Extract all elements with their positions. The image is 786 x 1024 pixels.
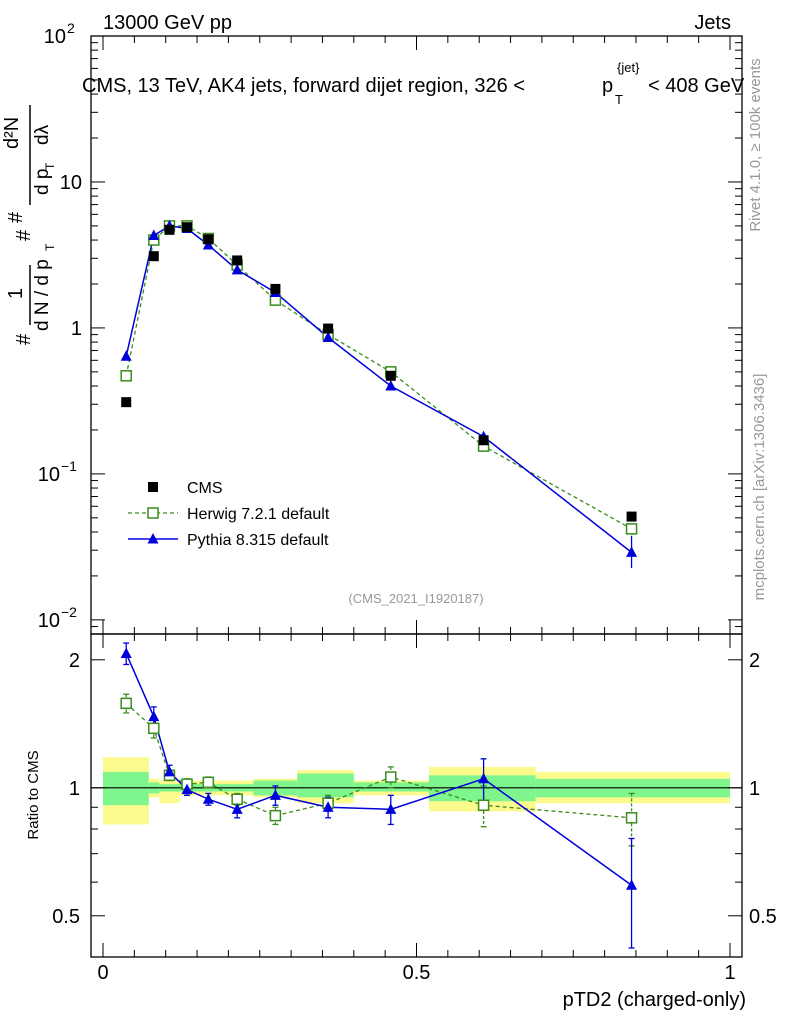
ylabel-lambda: dλ xyxy=(32,124,53,145)
pythia-line xyxy=(125,225,633,553)
pythia-ratio-point xyxy=(269,789,281,800)
main-ytick-label: 10 xyxy=(60,172,82,194)
herwig-ratio-point xyxy=(625,812,638,824)
herwig-ratio-point xyxy=(477,799,490,811)
herwig-ratio-point xyxy=(385,771,397,783)
herwig-point xyxy=(625,523,638,535)
ylabel-den2-T: T xyxy=(43,162,57,170)
herwig-ratio-point xyxy=(202,776,215,789)
pythia-ratio-point xyxy=(478,772,490,784)
pythia-ratio-point xyxy=(202,793,214,804)
ylabel-one: 1 xyxy=(5,288,27,299)
ratio-y-label: Ratio to CMS xyxy=(25,750,42,839)
legend-marker-pythia xyxy=(147,533,159,544)
ratio-ytick-label-left: 1 xyxy=(69,778,80,800)
title-suffix: < 408 GeV xyxy=(648,75,745,97)
analysis-tag: (CMS_2021_I1920187) xyxy=(348,591,483,606)
main-ytick-label: 1 xyxy=(71,318,82,340)
cms-point xyxy=(232,255,243,266)
x-axis-label: pTD2 (charged-only) xyxy=(563,989,746,1011)
plot-title: CMS, 13 TeV, AK4 jets, forward dijet reg… xyxy=(82,60,745,107)
cms-point xyxy=(164,224,175,235)
pythia-ratio-point xyxy=(626,879,638,890)
pythia-ratio-point xyxy=(181,783,193,795)
cms-point xyxy=(478,435,489,446)
pythia-point xyxy=(148,229,160,240)
main-y-label: # 1 d N / d p T # d²N # d p T dλ xyxy=(1,105,57,345)
legend-label: CMS xyxy=(187,480,223,497)
legend-label: Pythia 8.315 default xyxy=(187,532,329,549)
pythia-point xyxy=(322,331,334,342)
cms-point xyxy=(323,323,334,334)
herwig-ratio-point xyxy=(120,697,132,710)
pythia-point xyxy=(385,380,397,391)
ratio-ytick-label-right: 1 xyxy=(749,778,760,800)
ratio-series xyxy=(120,642,638,949)
legend-marker-herwig xyxy=(147,507,159,519)
ratio-ytick-label-left: 0.5 xyxy=(52,906,80,928)
pythia-ratio-point xyxy=(163,765,175,777)
main-ytick-label: 10 xyxy=(38,610,60,632)
cms-point xyxy=(203,234,214,245)
mcplots-label: mcplots.cern.ch [arXiv:1306.3436] xyxy=(751,374,768,601)
title-prefix: CMS, 13 TeV, AK4 jets, forward dijet reg… xyxy=(82,75,525,97)
herwig-ratio-point xyxy=(269,809,282,822)
cms-point xyxy=(121,397,132,408)
cms-point xyxy=(385,370,396,381)
ylabel-denom: d N / d p xyxy=(32,259,53,331)
xtick-label: 0 xyxy=(97,962,108,984)
main-ytick-exponent: 2 xyxy=(67,20,75,36)
pythia-ratio-line xyxy=(125,653,632,886)
ylabel-hash2: # xyxy=(13,229,35,241)
ratio-band-inner xyxy=(297,773,354,798)
ratio-band-inner xyxy=(103,771,149,806)
ratio-panel-frame xyxy=(90,633,743,958)
ratio-axis-ticks: 2 2 1 1 0.5 0.5 0 0.5 1 xyxy=(52,634,777,984)
title-sub: T xyxy=(615,92,623,107)
legend-marker-cms xyxy=(148,482,158,492)
cms-point xyxy=(270,283,281,294)
ylabel-hash: # xyxy=(13,333,35,345)
herwig-point xyxy=(120,370,132,382)
main-ytick-exponent: −2 xyxy=(61,604,77,620)
ylabel-hash3: # xyxy=(5,211,27,223)
herwig-ratio-point xyxy=(231,793,243,805)
pythia-point xyxy=(626,546,638,557)
ylabel-den2: d p xyxy=(32,169,53,195)
xtick-label: 0.5 xyxy=(403,962,431,984)
cms-point xyxy=(148,251,159,262)
main-ytick-label: 10 xyxy=(44,26,66,48)
pythia-ratio-point xyxy=(385,803,397,814)
ratio-ytick-label-right: 2 xyxy=(749,650,760,672)
pythia-ratio-point xyxy=(231,803,243,814)
pythia-ratio-point xyxy=(148,710,160,722)
main-series xyxy=(120,219,638,569)
pythia-point xyxy=(231,263,243,275)
ylabel-denom-T: T xyxy=(43,243,57,251)
xtick-label: 1 xyxy=(724,962,735,984)
pythia-point xyxy=(120,350,132,361)
title-sup: {jet} xyxy=(617,60,640,75)
energy-label: 13000 GeV pp xyxy=(103,12,232,34)
pythia-ratio-point xyxy=(120,647,132,658)
plot-frames xyxy=(90,35,743,958)
ratio-ytick-label-left: 2 xyxy=(69,650,80,672)
title-p: p xyxy=(602,75,613,97)
cms-point xyxy=(626,511,637,522)
legend: CMS Herwig 7.2.1 default Pythia 8.315 defa… xyxy=(128,480,330,549)
cms-point xyxy=(182,222,193,233)
main-ytick-label: 10 xyxy=(38,464,60,486)
pythia-ratio-point xyxy=(322,801,334,812)
main-ytick-exponent: −1 xyxy=(61,458,77,474)
ratio-ytick-label-right: 0.5 xyxy=(749,906,777,928)
legend-label: Herwig 7.2.1 default xyxy=(187,506,330,523)
category-label: Jets xyxy=(694,12,731,34)
ylabel-num: d²N xyxy=(1,117,23,149)
herwig-ratio-point xyxy=(148,722,160,735)
ratio-band-outer xyxy=(159,780,180,804)
rivet-label: Rivet 4.1.0, ≥ 100k events xyxy=(747,58,764,231)
